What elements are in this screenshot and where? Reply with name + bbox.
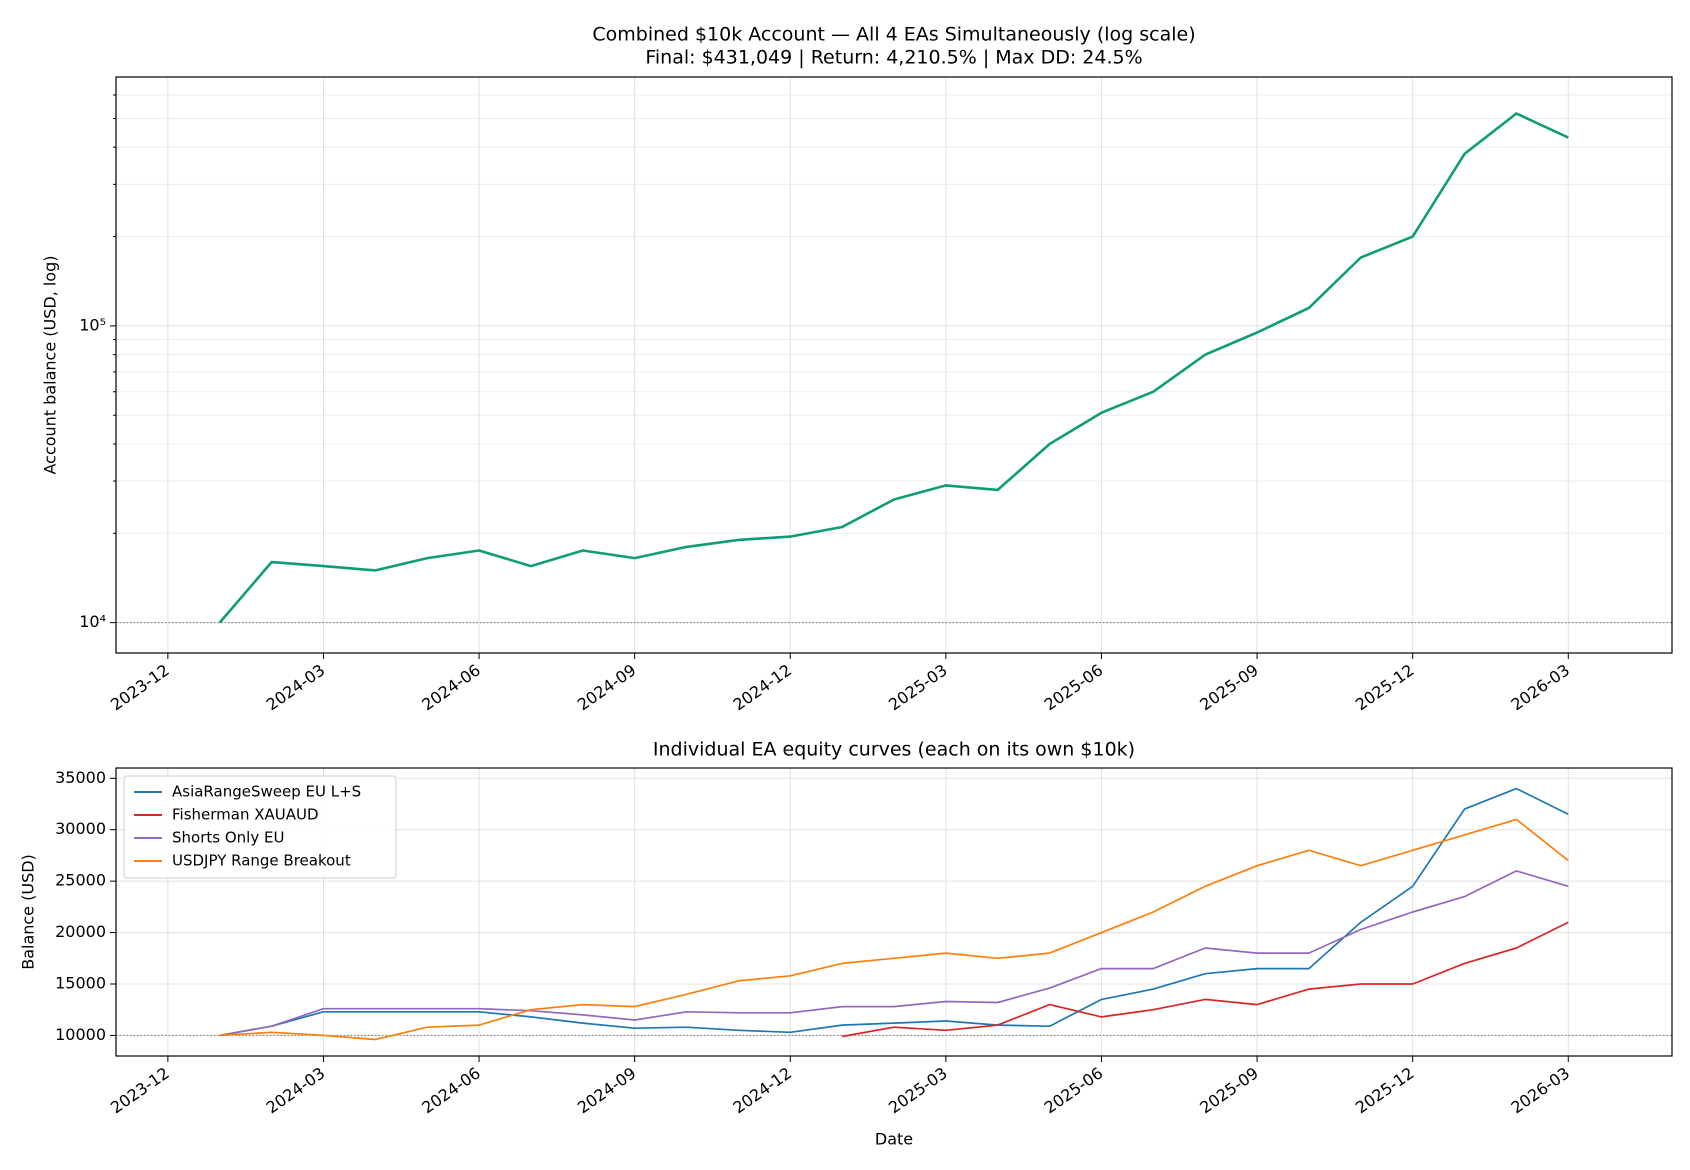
x-tick-label: 2025-12 xyxy=(1352,1063,1418,1117)
plot-frame xyxy=(115,767,1673,1057)
y-axis-label: Balance (USD) xyxy=(19,854,38,970)
x-tick-label: 2024-09 xyxy=(574,1063,640,1117)
legend-label: AsiaRangeSweep EU L+S xyxy=(172,783,361,801)
x-axis-label: Date xyxy=(875,1130,913,1149)
y-tick-label: 15000 xyxy=(55,974,106,993)
x-tick-label: 2025-09 xyxy=(1196,1063,1262,1117)
legend-box xyxy=(123,775,397,879)
x-tick-label: 2025-12 xyxy=(1352,660,1418,714)
series-line xyxy=(219,787,1569,1037)
x-tick-label: 2024-06 xyxy=(418,1063,484,1117)
x-tick-label: 2026-03 xyxy=(1507,660,1573,714)
series-line xyxy=(218,112,1569,624)
y-tick-label: 10000 xyxy=(55,1025,106,1044)
chart-subtitle: Final: $431,049 | Return: 4,210.5% | Max… xyxy=(645,47,1142,69)
y-tick-label: 10⁴ xyxy=(79,612,106,631)
y-tick-label: 20000 xyxy=(55,922,106,941)
x-tick-label: 2024-06 xyxy=(418,660,484,714)
x-tick-label: 2023-12 xyxy=(107,660,173,714)
legend-label: USDJPY Range Breakout xyxy=(172,852,351,870)
x-tick-label: 2025-09 xyxy=(1196,660,1262,714)
y-tick-label: 35000 xyxy=(55,768,106,787)
y-tick-label: 10⁵ xyxy=(79,315,106,334)
y-tick-label: 30000 xyxy=(55,819,106,838)
series-line xyxy=(219,870,1569,1037)
legend-label: Shorts Only EU xyxy=(172,829,284,847)
plot-frame xyxy=(115,76,1673,654)
x-tick-label: 2024-12 xyxy=(729,1063,795,1117)
y-tick-label: 25000 xyxy=(55,871,106,890)
x-tick-label: 2026-03 xyxy=(1507,1063,1573,1117)
x-tick-label: 2024-03 xyxy=(263,1063,329,1117)
legend-label: Fisherman XAUAUD xyxy=(172,806,319,824)
chart-title: Combined $10k Account — All 4 EAs Simult… xyxy=(592,24,1195,46)
x-tick-label: 2024-09 xyxy=(574,660,640,714)
x-tick-label: 2025-03 xyxy=(885,1063,951,1117)
x-tick-label: 2025-03 xyxy=(885,660,951,714)
x-tick-label: 2025-06 xyxy=(1041,1063,1107,1117)
series-line xyxy=(219,818,1569,1041)
x-tick-label: 2024-12 xyxy=(729,660,795,714)
y-axis-label: Account balance (USD, log) xyxy=(41,256,60,475)
chart-title: Individual EA equity curves (each on its… xyxy=(653,739,1135,761)
x-tick-label: 2024-03 xyxy=(263,660,329,714)
x-tick-label: 2023-12 xyxy=(107,1063,173,1117)
series-line xyxy=(841,921,1569,1038)
x-tick-label: 2025-06 xyxy=(1041,660,1107,714)
